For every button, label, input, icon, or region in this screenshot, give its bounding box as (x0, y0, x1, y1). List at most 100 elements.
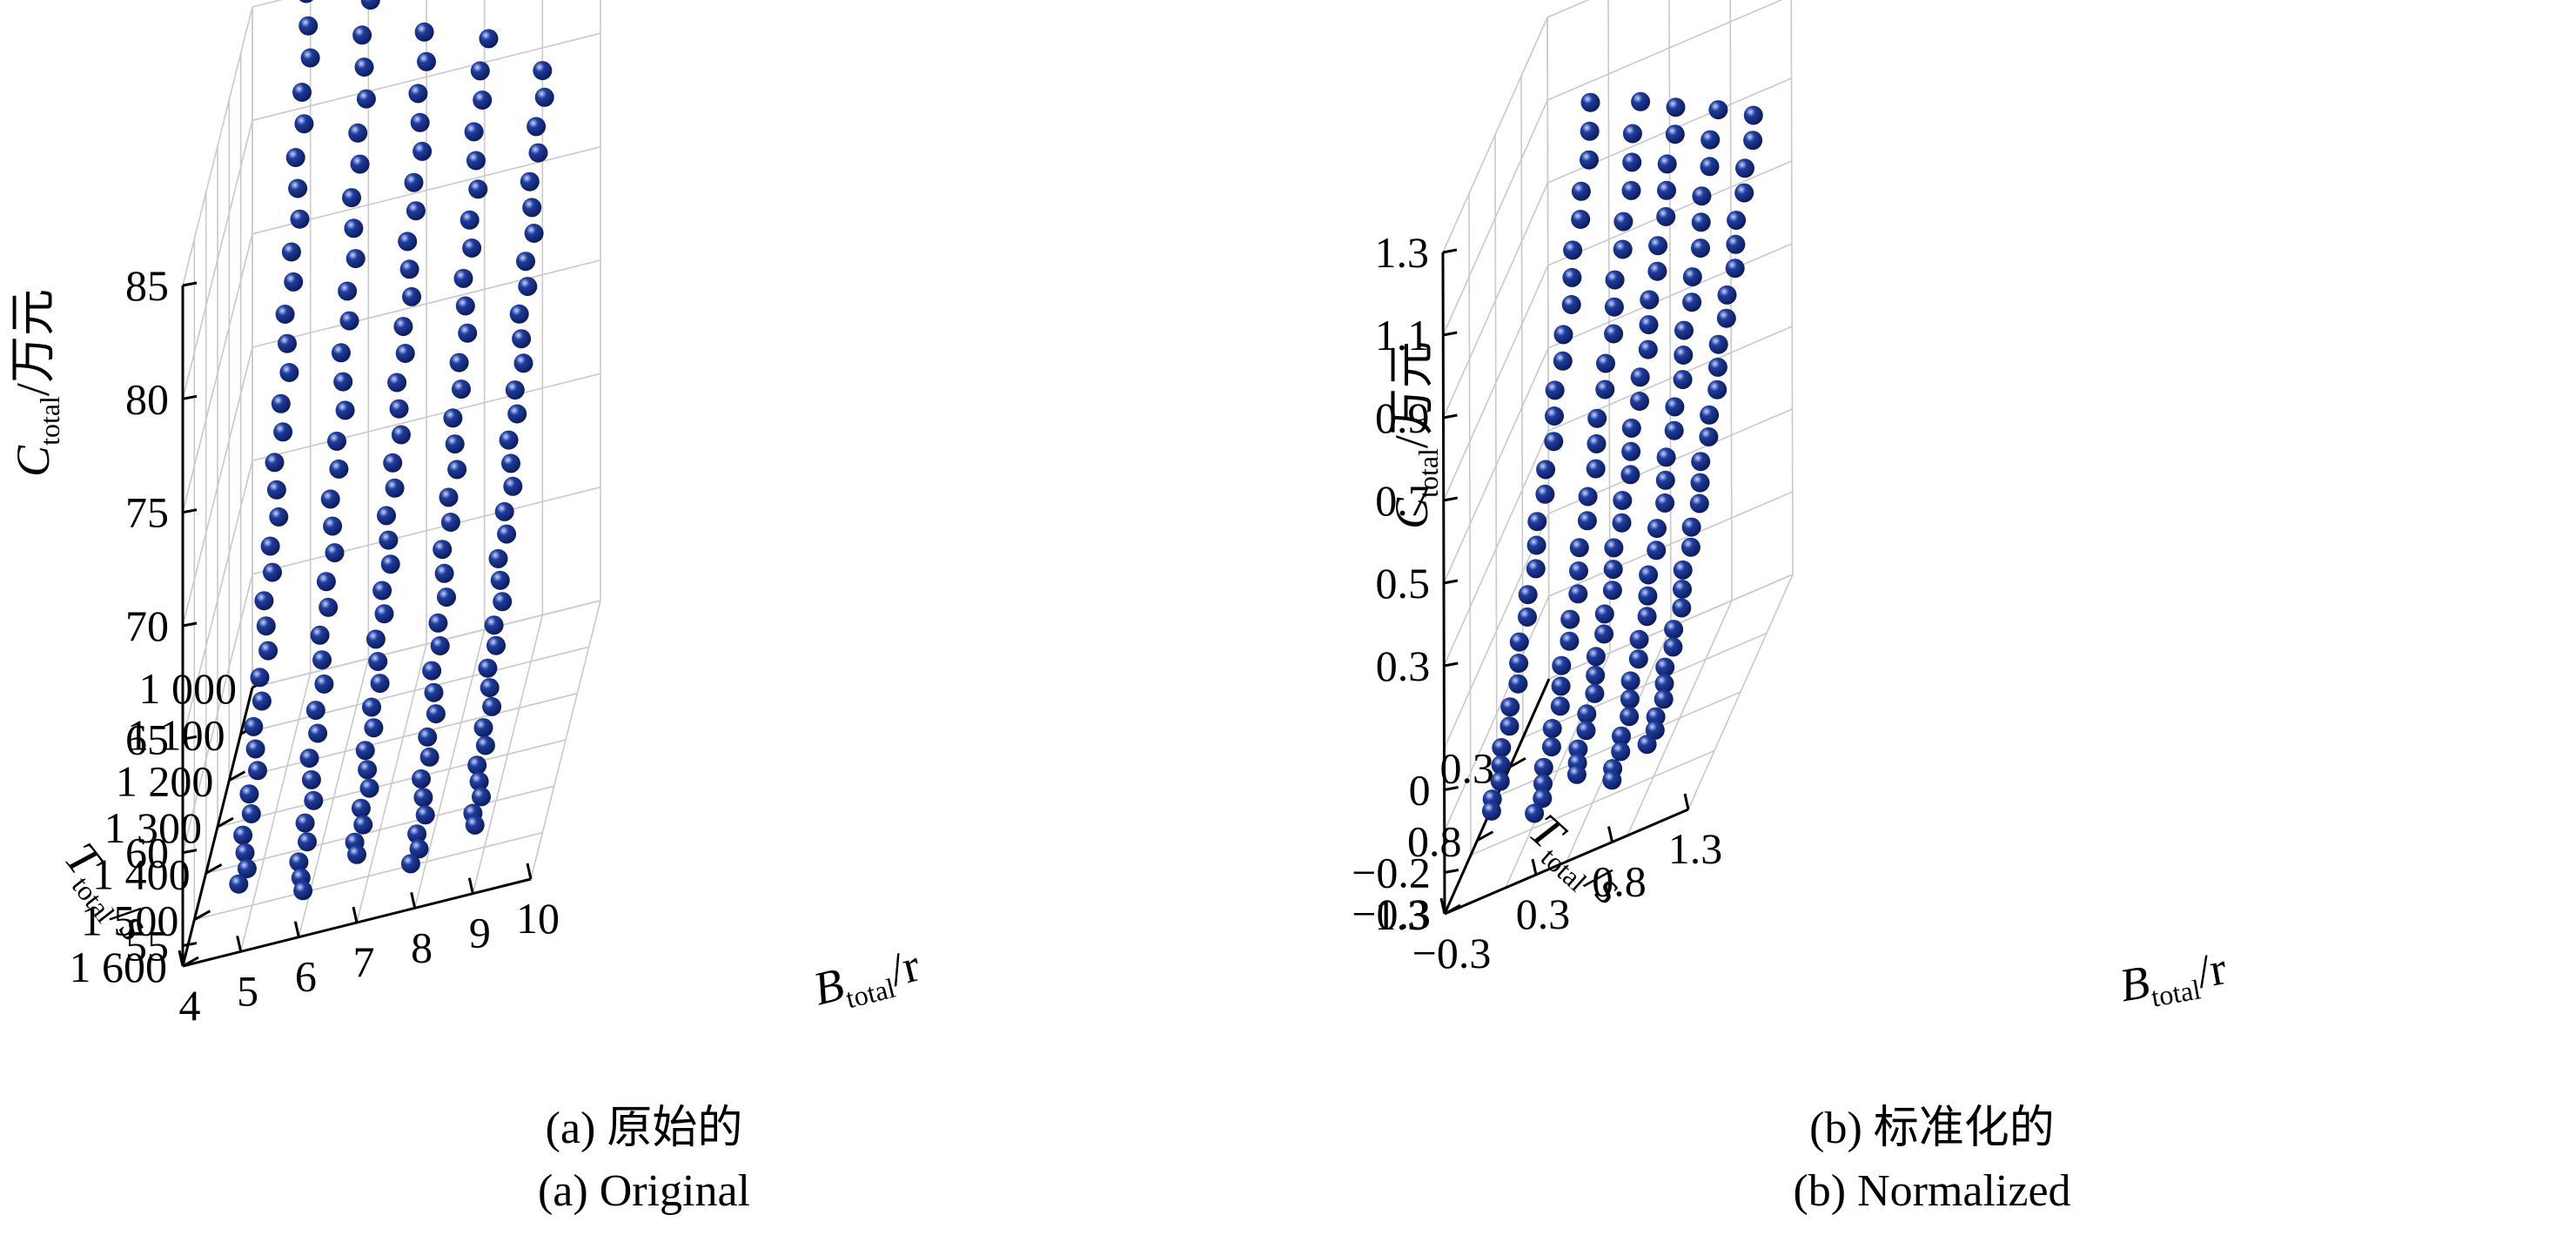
a-y-tick-label: 1 100 (127, 710, 225, 759)
a-data-point (501, 453, 520, 473)
b-data-point (1622, 124, 1642, 144)
a-data-point (285, 148, 305, 167)
b-data-point (1622, 152, 1642, 172)
a-data-point (443, 408, 463, 428)
b-data-point (1665, 124, 1685, 144)
a-data-point (344, 218, 364, 238)
b-data-point (1639, 315, 1659, 335)
b-data-point (1568, 584, 1588, 604)
b-data-point (1613, 239, 1633, 259)
b-grid-leftwall-h (1442, 17, 1548, 253)
a-y-tick-mark (228, 770, 246, 782)
a-data-point (480, 678, 500, 698)
a-data-point (248, 761, 267, 781)
b-data-point (1666, 97, 1686, 117)
a-data-point (493, 592, 513, 612)
b-data-point (1692, 186, 1712, 206)
b-data-point (1674, 346, 1694, 365)
a-data-point (406, 201, 426, 221)
b-data-point (1682, 267, 1702, 287)
caption-cn-normalized: (b) 标准化的 (1809, 1104, 2055, 1153)
b-data-point (1508, 674, 1528, 694)
b-y-tick-label: 1.3 (1375, 890, 1430, 939)
a-data-point (409, 839, 429, 859)
a-data-point (473, 718, 493, 738)
a-y-tick-mark (217, 816, 234, 829)
a-grid-floor-y (217, 739, 567, 828)
b-data-point (1665, 397, 1685, 417)
b-data-point (1563, 240, 1583, 260)
b-data-point (1551, 676, 1571, 696)
b-data-point (1743, 105, 1763, 125)
a-x-axis-label: Btotal/r (808, 939, 926, 1022)
a-data-point (273, 422, 293, 442)
b-data-point (1707, 379, 1727, 399)
b-data-point (1690, 473, 1710, 493)
b-data-point (1571, 210, 1591, 229)
b-z-tick-mark (1443, 496, 1459, 502)
a-z-tick-mark (182, 394, 198, 400)
a-data-point (417, 51, 436, 71)
a-data-point (490, 570, 510, 590)
b-data-point (1680, 537, 1701, 557)
b-data-point (1580, 121, 1600, 141)
b-data-point (1647, 261, 1667, 281)
a-data-point (422, 661, 442, 681)
b-x-tick-label: 0.3 (1516, 890, 1571, 938)
a-z-tick-label: 55 (125, 922, 169, 970)
b-data-point (1545, 406, 1564, 426)
a-data-point (460, 210, 480, 230)
a-data-point (516, 252, 535, 272)
b-data-point (1577, 704, 1597, 724)
b-data-point (1637, 607, 1657, 627)
b-data-point (1527, 512, 1547, 532)
b-data-point (1544, 432, 1564, 452)
a-data-point (316, 572, 336, 592)
a-data-point (410, 112, 430, 132)
caption-cn-original: (a) 原始的 (545, 1104, 743, 1153)
a-grid-leftwall-h (182, 346, 253, 627)
b-y-tick-label: 0.3 (1440, 743, 1495, 792)
a-data-point (393, 317, 413, 337)
a-data-point (466, 151, 486, 171)
a-data-point (288, 178, 308, 198)
a-data-point (335, 400, 355, 420)
a-data-point (356, 89, 376, 109)
a-data-point (418, 727, 438, 747)
b-data-point (1717, 285, 1737, 305)
a-y-tick-mark (182, 956, 199, 968)
a-grid-backwall-h (252, 32, 601, 122)
b-data-point (1621, 180, 1641, 200)
a-data-point (245, 739, 265, 759)
b-data-point (1605, 270, 1625, 290)
a-data-point (440, 513, 460, 532)
b-data-point (1628, 649, 1648, 669)
b-data-point (1673, 560, 1693, 580)
a-data-point (279, 363, 299, 382)
a-data-point (380, 554, 400, 574)
b-x-tick-label: 0.8 (1592, 857, 1647, 906)
a-data-point (308, 723, 328, 743)
b-data-point (1699, 426, 1719, 446)
a-z-tick-mark (182, 849, 198, 855)
a-data-point (269, 507, 289, 527)
a-z-tick-label: 75 (125, 488, 169, 537)
a-data-point (527, 117, 547, 137)
a-data-point (395, 344, 415, 363)
a-z-tick-mark (182, 942, 198, 948)
a-data-point (292, 83, 312, 102)
b-x-axis-label-sub: total (2149, 973, 2203, 1012)
b-data-point (1568, 739, 1588, 759)
b-data-point (1509, 654, 1529, 673)
a-x-tick-label: 4 (179, 981, 201, 1030)
b-x-axis (1444, 808, 1689, 916)
b-z-tick-label: 0.3 (1376, 641, 1431, 690)
a-data-point (350, 154, 370, 174)
a-data-point (310, 625, 330, 645)
b-y-tick-mark (1509, 756, 1526, 769)
b-grid-backwall-h (1546, 0, 1783, 101)
a-x-tick-mark (526, 863, 533, 880)
b-data-point (1587, 433, 1607, 453)
a-data-point (358, 760, 378, 780)
a-data-point (400, 854, 420, 874)
